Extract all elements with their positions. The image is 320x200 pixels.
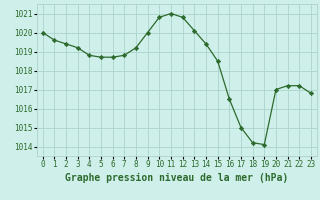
X-axis label: Graphe pression niveau de la mer (hPa): Graphe pression niveau de la mer (hPa) — [65, 173, 288, 183]
